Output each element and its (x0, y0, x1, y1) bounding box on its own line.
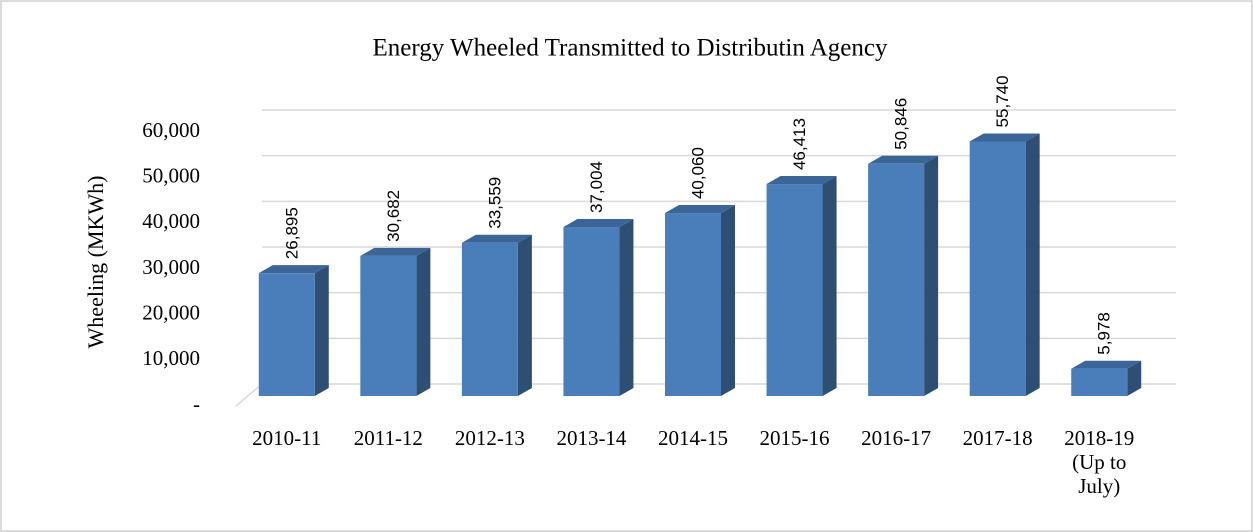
bar-side (721, 205, 735, 396)
bar (665, 213, 721, 396)
bar-side (314, 265, 329, 396)
x-tick-label: 2011-12 (354, 426, 423, 450)
y-axis-label: Wheeling (MKWh) (83, 176, 108, 349)
chart-title: Energy Wheeled Transmitted to Distributi… (373, 35, 888, 62)
data-label: 5,978 (1095, 312, 1114, 355)
y-tick-label: 10,000 (142, 346, 200, 370)
data-label: 55,740 (993, 75, 1012, 127)
x-tick-label: 2013-14 (556, 426, 626, 450)
bar-top (868, 155, 939, 164)
data-label: 37,004 (587, 161, 606, 213)
y-tick-label: - (193, 392, 200, 416)
data-label: 26,895 (282, 207, 301, 259)
bar (868, 163, 925, 396)
bar-side (416, 247, 431, 396)
x-tick-label: 2010-11 (252, 426, 321, 450)
data-label: 40,060 (688, 147, 707, 199)
bar-side (924, 155, 939, 396)
data-label: 50,846 (892, 98, 911, 150)
bar (360, 255, 417, 396)
bar-top (969, 133, 1040, 142)
bar-side (1025, 133, 1040, 397)
bar-side (1127, 360, 1142, 396)
y-tick-label: 60,000 (142, 118, 200, 142)
bar (766, 184, 823, 396)
x-tick-label: 2017-18 (963, 426, 1033, 450)
bar (1071, 368, 1128, 396)
x-tick-label: 2015-16 (760, 426, 830, 450)
floor-edge (235, 383, 263, 407)
x-tick-label: 2018-19 (Up to July) (1064, 426, 1134, 498)
bar-side (822, 176, 837, 396)
bar-side (517, 234, 532, 396)
data-label: 30,682 (384, 190, 403, 242)
bar-top (665, 205, 735, 214)
bar (461, 242, 518, 396)
data-label: 46,413 (790, 118, 809, 170)
bar-top (461, 234, 532, 243)
bar-top (1071, 360, 1142, 369)
bar (969, 141, 1026, 396)
y-tick-label: 30,000 (142, 255, 200, 279)
bar-side (619, 219, 634, 396)
bar (563, 227, 620, 396)
bar-top (563, 219, 634, 228)
bar-top (360, 247, 431, 256)
y-tick-label: 50,000 (142, 163, 200, 187)
y-tick-label: 40,000 (142, 209, 200, 233)
x-tick-label: 2012-13 (455, 426, 525, 450)
x-tick-label: 2016-17 (861, 426, 931, 450)
x-tick-label: 2014-15 (658, 426, 728, 450)
data-label: 33,559 (485, 177, 504, 229)
bar-top (258, 265, 329, 274)
bar-top (766, 176, 837, 185)
bar (258, 273, 315, 396)
y-tick-label: 20,000 (142, 300, 200, 324)
